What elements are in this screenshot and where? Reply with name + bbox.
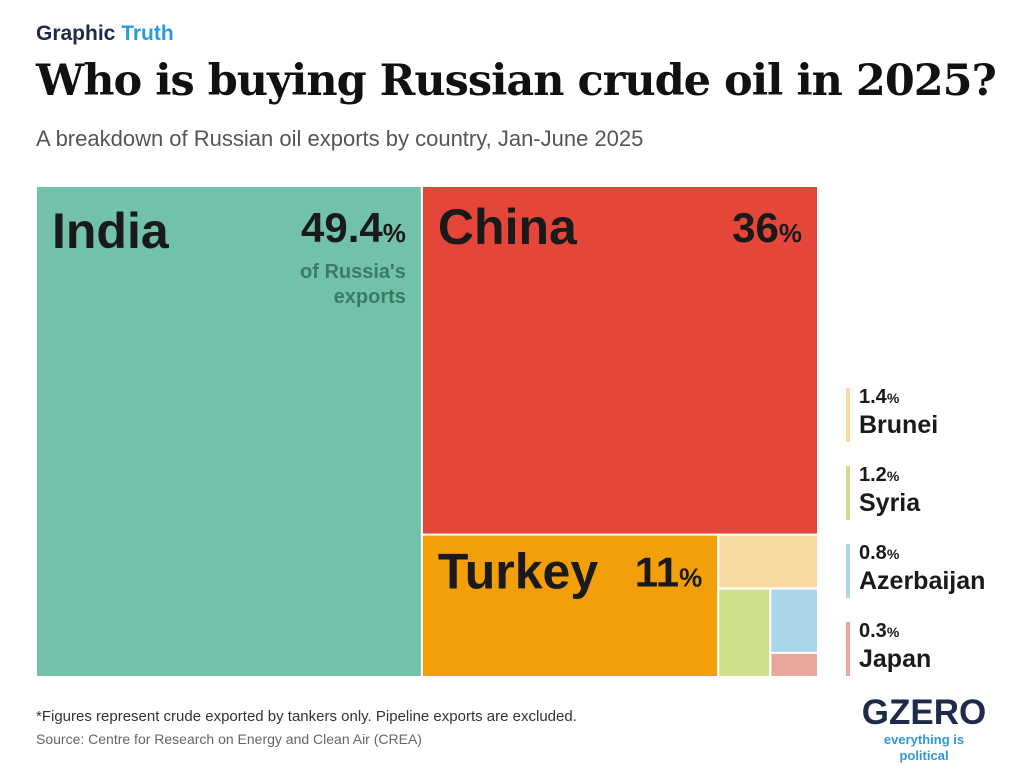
legend-value: 0.3 (859, 620, 887, 642)
legend-item-japan: 0.3% Japan (846, 620, 1016, 698)
treemap-cell-turkey (420, 533, 720, 678)
treemap-label-india: India (52, 203, 170, 259)
legend-item-syria: 1.2% Syria (846, 464, 1016, 542)
treemap-cell-china (420, 185, 819, 536)
legend-swatch (846, 466, 850, 520)
logo-wordmark: GZERO (861, 693, 987, 732)
legend-value: 1.2 (859, 464, 887, 486)
legend-unit: % (886, 390, 900, 406)
legend-value: 0.8 (859, 542, 887, 564)
treemap-cell-india (35, 185, 423, 678)
logo-tagline: everything is political (883, 732, 965, 763)
legend-country: Azerbaijan (859, 567, 986, 595)
treemap-cell-japan (769, 651, 819, 679)
legend-unit: % (886, 624, 900, 640)
legend-country: Japan (859, 645, 932, 673)
treemap-note-line: of Russia's (300, 261, 406, 283)
source-credit: Source: Centre for Research on Energy an… (36, 731, 422, 747)
treemap-value-turkey: 11% (635, 549, 703, 596)
treemap-value-india: 49.4% (301, 204, 406, 251)
legend-item-azerbaijan: 0.8% Azerbaijan (846, 542, 1016, 620)
legend-swatch (846, 388, 850, 442)
treemap-cell-azerbaijan (769, 587, 819, 654)
chart-subtitle: A breakdown of Russian oil exports by co… (36, 126, 644, 151)
gzero-logo: GZERO everything is political (858, 694, 990, 764)
small-countries-legend: 1.4% Brunei 1.2% Syria 0.8% Azerbaijan 0… (846, 386, 1016, 698)
legend-swatch (846, 622, 850, 676)
treemap-label-china: China (438, 199, 578, 255)
treemap-cell-brunei (717, 533, 820, 590)
brand-header: Graphic Truth (36, 22, 174, 46)
legend-country: Brunei (859, 411, 939, 439)
footnote: *Figures represent crude exported by tan… (36, 708, 577, 725)
brand-truth: Truth (121, 22, 174, 45)
legend-unit: % (886, 546, 900, 562)
brand-graphic: Graphic (36, 22, 116, 45)
treemap-label-turkey: Turkey (438, 544, 598, 600)
legend-item-brunei: 1.4% Brunei (846, 386, 1016, 464)
legend-swatch (846, 544, 850, 598)
legend-unit: % (886, 468, 900, 484)
treemap-cell-syria (717, 587, 772, 679)
legend-country: Syria (859, 489, 921, 517)
legend-value: 1.4 (859, 386, 887, 408)
chart-title: Who is buying Russian crude oil in 2025? (36, 56, 997, 106)
treemap-note-line: exports (334, 286, 406, 308)
treemap-value-china: 36% (732, 204, 802, 251)
